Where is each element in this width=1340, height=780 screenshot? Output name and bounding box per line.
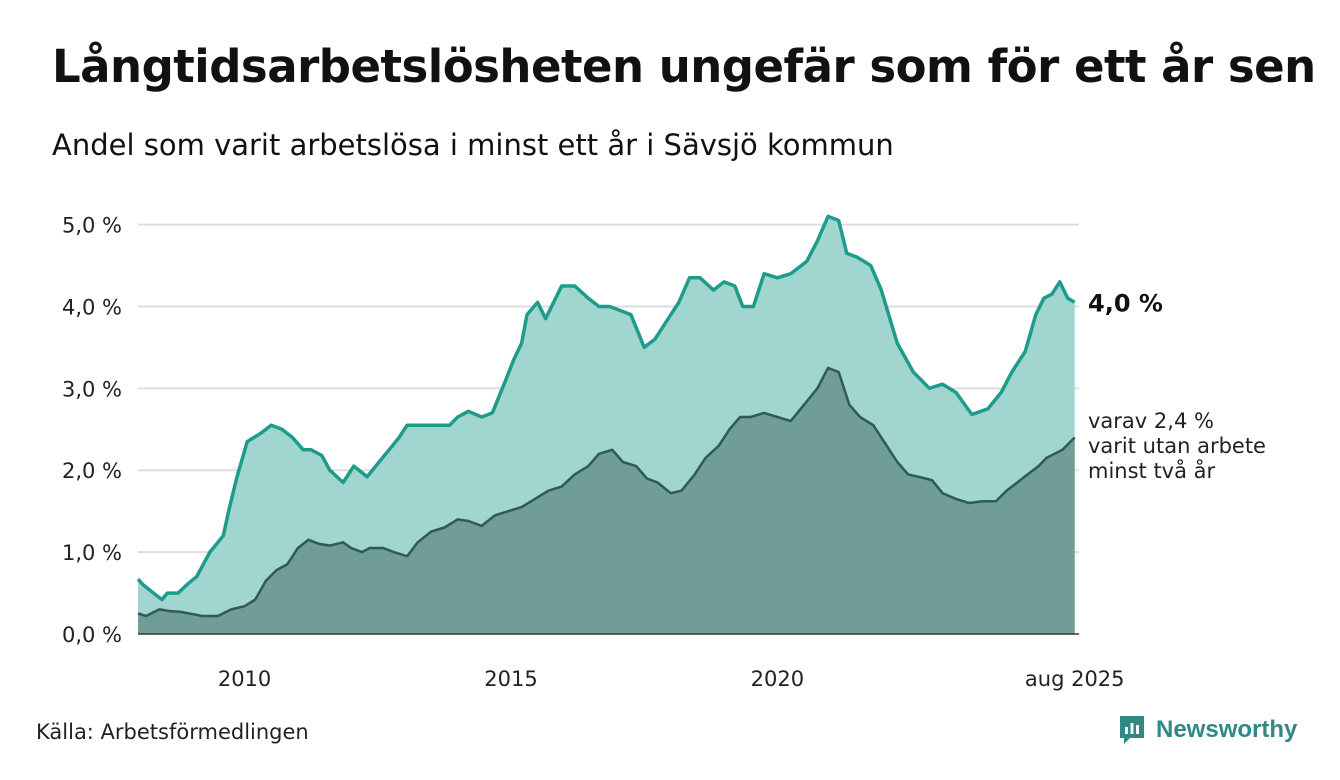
end-label-long-term-line: minst två år xyxy=(1088,458,1216,483)
chart-subtitle: Andel som varit arbetslösa i minst ett å… xyxy=(52,128,894,162)
y-tick-label: 2,0 % xyxy=(62,459,122,483)
brand[interactable]: Newsworthy xyxy=(1118,714,1297,746)
series-total-line xyxy=(136,214,1076,602)
y-tick-label: 4,0 % xyxy=(62,295,122,319)
x-tick-label: 2010 xyxy=(218,667,271,691)
chart-title: Långtidsarbetslösheten ungefär som för e… xyxy=(52,40,1316,93)
source-note: Källa: Arbetsförmedlingen xyxy=(36,720,309,744)
x-tick-label: 2020 xyxy=(751,667,804,691)
newsworthy-logo-icon xyxy=(1120,716,1144,744)
chart-svg: 0,0 % 1,0 % 2,0 % 3,0 % 4,0 % 5,0 % 2010 2015 20… xyxy=(62,214,1266,691)
series-long-term-line xyxy=(137,366,1076,618)
end-label-long-term-line: varav 2,4 % xyxy=(1088,409,1214,433)
series-long-term-area xyxy=(138,367,1075,634)
brand-name: Newsworthy xyxy=(1156,716,1298,743)
y-tick-label: 3,0 % xyxy=(62,377,122,401)
end-label-long-term-line: varit utan arbete xyxy=(1088,434,1266,458)
x-tick-label: 2015 xyxy=(484,667,537,691)
y-tick-label: 1,0 % xyxy=(62,541,122,565)
end-label-total: 4,0 % xyxy=(1088,289,1163,317)
y-tick-label: 0,0 % xyxy=(62,623,122,647)
y-tick-label: 5,0 % xyxy=(62,214,122,238)
x-tick-label: aug 2025 xyxy=(1025,667,1125,691)
